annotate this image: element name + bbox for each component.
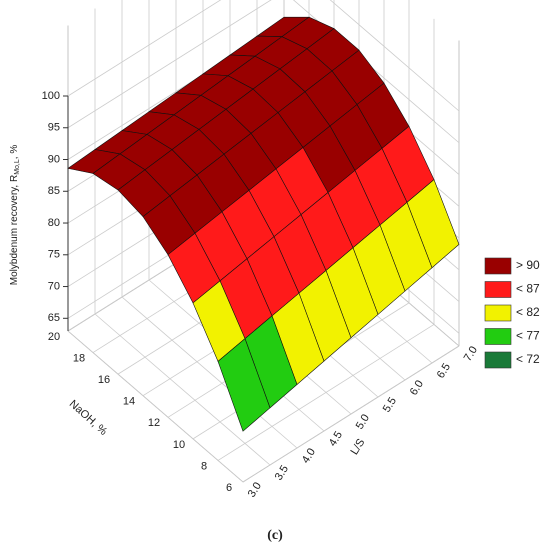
x-tick-label: 4.0: [300, 446, 318, 465]
surface: [67, 16, 460, 432]
grid-line: [67, 0, 272, 129]
grid-line: [121, 296, 298, 449]
x-tick-label: 4.5: [327, 429, 345, 448]
legend-swatch: [484, 328, 512, 345]
grid-line: [67, 330, 244, 483]
z-tick-label: 85: [48, 185, 60, 197]
legend: > 90 < 87 < 82 < 77 < 72: [484, 257, 540, 369]
z-axis-title-suffix: , %: [9, 145, 20, 160]
y-tick-label: 10: [173, 439, 185, 451]
y-tick-label: 16: [98, 374, 110, 386]
x-tick-label: 3.0: [246, 480, 264, 499]
legend-swatch: [484, 281, 512, 298]
y-tick-label: 20: [48, 331, 60, 343]
caption: (c): [267, 528, 283, 543]
legend-swatch: [484, 257, 512, 275]
z-tick-label: 100: [42, 90, 60, 102]
z-tick-label: 75: [48, 249, 60, 261]
x-tick-label: 5.5: [381, 395, 399, 414]
legend-label: < 82: [516, 305, 540, 319]
legend-label: < 87: [516, 282, 540, 296]
z-tick-label: 80: [48, 217, 60, 229]
legend-label: < 77: [516, 329, 540, 343]
z-axis-title-sub: Mo,L: [14, 159, 21, 175]
z-tick-label: 65: [48, 312, 60, 324]
legend-label: > 90: [516, 258, 540, 272]
surface-cell: [217, 338, 271, 432]
y-tick-label: 8: [201, 460, 207, 472]
x-tick-label: 3.5: [273, 463, 291, 482]
y-tick-label: 6: [226, 482, 232, 494]
grid-line: [329, 0, 460, 112]
z-axis-title-main: Molybdenum recovery, R: [9, 175, 20, 285]
legend-swatch: [484, 351, 512, 369]
legend-label: < 72: [516, 352, 540, 366]
z-axis-title: Molybdenum recovery, RMo,L, %: [9, 145, 21, 286]
x-tick-label: 6.0: [408, 378, 426, 397]
x-tick-label: 7.0: [462, 344, 480, 363]
y-tick-label: 12: [148, 417, 160, 429]
grid-line: [242, 345, 460, 483]
z-tick-label: 70: [48, 280, 60, 292]
y-axis-title: NaOH, %: [67, 398, 110, 438]
y-tick-label: 18: [73, 352, 85, 364]
y-tick-label: 14: [123, 396, 135, 408]
x-tick-label: 6.5: [435, 361, 453, 380]
x-tick-label: 5.0: [354, 412, 372, 431]
grid-line: [94, 313, 271, 466]
legend-swatch: [484, 304, 512, 322]
x-axis-title: L/S: [348, 437, 367, 457]
z-tick-label: 90: [48, 153, 60, 165]
grid-line: [217, 324, 435, 461]
z-tick-label: 95: [48, 122, 60, 134]
grid-line: [67, 0, 222, 97]
